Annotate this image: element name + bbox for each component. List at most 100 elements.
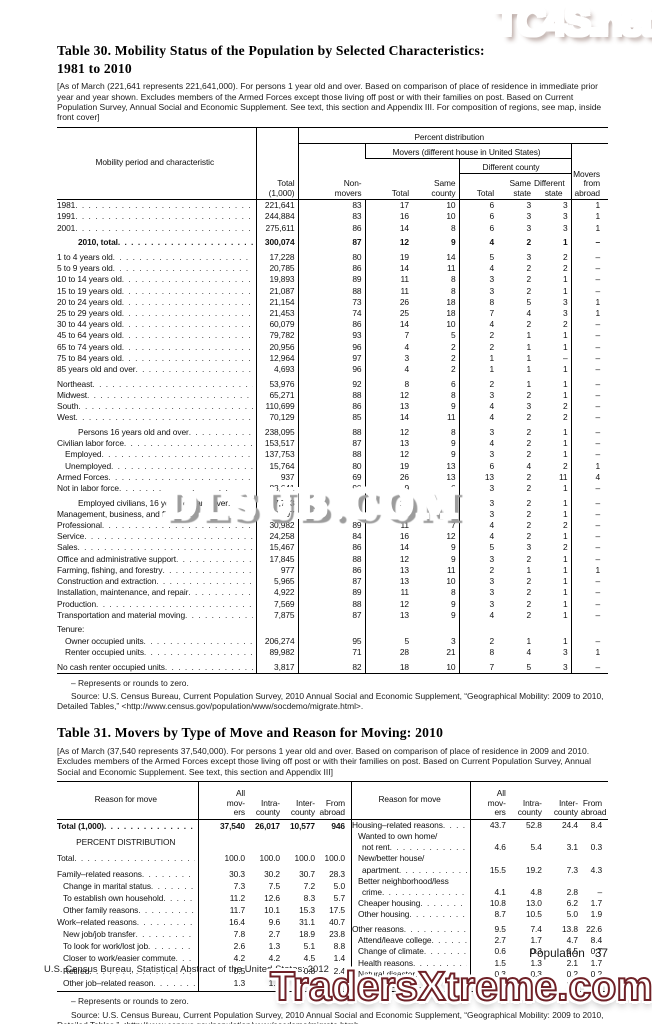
cell: 4.2	[197, 952, 248, 965]
cell: 83,641	[255, 482, 298, 495]
dot-leader	[163, 893, 194, 903]
cell: 2	[562, 542, 568, 553]
cell: 1	[562, 564, 568, 575]
dot-leader	[404, 924, 467, 934]
cell: 5,965	[255, 576, 298, 588]
row-label: No cash renter occupied units	[57, 658, 256, 673]
cell: 8	[450, 285, 456, 296]
table-row: Management, business, and financial20,99…	[57, 508, 608, 521]
table-row: crime4.1 4.8 2.8 –	[352, 886, 609, 899]
cell: 14	[364, 412, 412, 424]
dot-leader	[382, 887, 467, 897]
cell: –	[570, 319, 608, 331]
reasons-for-moving-table: Reason for move All mov- ers Intra- coun…	[57, 780, 609, 993]
cell: –	[570, 658, 608, 674]
cell: 13	[364, 564, 412, 577]
row-label: West	[57, 412, 256, 423]
dot-leader	[162, 565, 252, 575]
row-label: Change in marital status	[57, 880, 198, 892]
row-label: Management, business, and financial	[57, 509, 256, 520]
cell: –	[597, 886, 602, 897]
table-row	[57, 988, 351, 991]
cell: 2.7	[268, 929, 280, 940]
cell: –	[570, 609, 608, 621]
cell	[509, 831, 545, 842]
cell: 88	[297, 553, 365, 565]
cell: 1.9	[303, 977, 315, 988]
cell	[364, 620, 412, 636]
cell: 7	[450, 520, 456, 531]
cell: 23.8	[329, 929, 345, 940]
cell: 1	[562, 553, 568, 564]
cell	[470, 830, 509, 843]
cell: 2	[562, 319, 568, 330]
cell: 1	[562, 635, 568, 646]
cell: 3	[364, 352, 412, 364]
dot-leader	[75, 223, 252, 233]
cell: 11	[447, 263, 456, 274]
cell: 2	[458, 375, 497, 390]
column-header-stub: Mobility period and characteristic	[57, 127, 256, 201]
cell: 60,079	[255, 319, 298, 331]
cell: 244,884	[255, 211, 298, 223]
cell: –	[570, 494, 608, 509]
cell: 17	[364, 199, 412, 212]
cell: 238,095	[255, 423, 298, 439]
dot-leader	[192, 509, 253, 519]
cell: 89	[297, 587, 365, 599]
page-footer-brand: U.S. Census Bureau, Statistical Abstract…	[44, 963, 329, 974]
cell: 87	[297, 609, 365, 621]
cell: 1	[562, 497, 568, 508]
column-header-all-movers: All mov- ers	[470, 781, 509, 820]
dot-leader	[78, 401, 252, 411]
cell: –	[570, 389, 608, 402]
cell: 1	[526, 635, 531, 646]
cell: 1	[526, 330, 531, 341]
cell: 937	[255, 471, 298, 483]
cell: 24,258	[255, 531, 298, 543]
cell	[283, 990, 318, 991]
table31-section: Table 31. Movers by Type of Move and Rea…	[57, 724, 608, 1024]
cell: 3	[458, 587, 497, 599]
cell: 16.4	[197, 916, 248, 929]
dot-leader	[122, 353, 253, 363]
table-row: Other family reasons11.7 10.1 15.3 17.5	[57, 903, 351, 917]
cell: –	[570, 520, 608, 532]
table-row: PERCENT DISTRIBUTION	[57, 831, 351, 848]
cell: 3	[526, 222, 531, 233]
cell: 9	[450, 438, 456, 449]
cell: 5	[458, 248, 497, 264]
table-row: Housing–related reasons43.7 52.8 24.4 8.4	[352, 819, 609, 831]
cell: 10,577	[289, 820, 315, 831]
row-label: Employed civilians, 16 years old and ove…	[57, 494, 256, 509]
cell: 4	[526, 646, 531, 657]
cell: 21,154	[255, 296, 298, 308]
cell	[458, 620, 497, 636]
cell: 11	[364, 587, 412, 599]
table-row: Other job–related reason1.3 1.0 1.9 4.3	[57, 976, 351, 989]
cell: 1.9	[590, 909, 602, 920]
dot-leader	[156, 576, 252, 586]
row-label: Sales	[57, 542, 256, 553]
cell: 0.6	[470, 946, 509, 958]
cell: 11	[364, 274, 412, 286]
column-header-movers-abroad: Movers from abroad	[570, 143, 608, 201]
cell: 28	[364, 646, 412, 659]
row-label: Persons 16 years old and over	[57, 423, 256, 438]
dot-leader	[124, 438, 253, 448]
cell: 7	[450, 508, 456, 519]
cell: 2	[450, 341, 456, 352]
cell: 53,976	[255, 375, 298, 390]
row-label	[57, 990, 198, 991]
cell: 14	[364, 263, 412, 275]
cell: 1	[526, 352, 531, 363]
cell: 1.3	[197, 976, 248, 989]
row-label: Tenure:	[57, 624, 85, 635]
dot-leader	[144, 647, 253, 657]
cell: 31.1	[299, 917, 315, 928]
